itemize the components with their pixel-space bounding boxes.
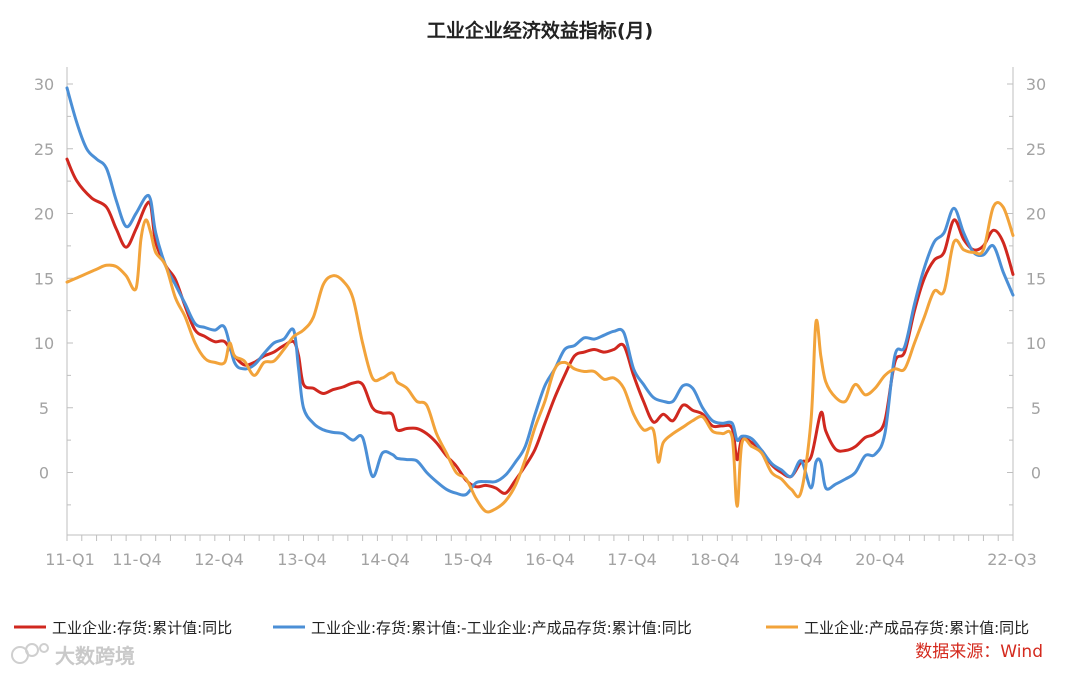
x-tick-label: 16-Q4 (525, 550, 575, 569)
series-line-2 (65, 86, 1015, 497)
y-tick-label-right: 20 (1026, 205, 1046, 224)
series-lines (65, 86, 1015, 514)
y-tick-label-left: 25 (34, 140, 54, 159)
watermark: 大数跨境 (11, 643, 135, 668)
legend: 工业企业:存货:累计值:同比 工业企业:存货:累计值:-工业企业:产成品存货:累计… (14, 619, 1029, 637)
y-tick-label-right: 15 (1026, 269, 1046, 288)
series-line-1 (65, 157, 1015, 495)
x-tick-label: 14-Q4 (360, 550, 410, 569)
x-tick-label: 19-Q4 (773, 550, 823, 569)
watermark-text: 大数跨境 (55, 644, 135, 668)
x-tick-label: 17-Q4 (607, 550, 657, 569)
x-tick-label: 11-Q4 (112, 550, 162, 569)
y-tick-label-left: 20 (34, 205, 54, 224)
y-tick-label-right: 10 (1026, 334, 1046, 353)
y-tick-label-left: 30 (34, 75, 54, 94)
x-tick-label: 13-Q4 (277, 550, 327, 569)
x-tick-label: 20-Q4 (855, 550, 905, 569)
watermark-logo-icon (11, 643, 49, 664)
y-tick-label-right: 0 (1031, 464, 1041, 483)
y-tick-label-right: 30 (1026, 75, 1046, 94)
legend-label-1: 工业企业:存货:累计值:同比 (52, 619, 232, 637)
x-tick-label: 11-Q1 (45, 550, 95, 569)
x-tick-label: 18-Q4 (690, 550, 740, 569)
x-tick-label: 15-Q4 (443, 550, 493, 569)
y-tick-label-left: 10 (34, 334, 54, 353)
axes: 0 0 5 5 10 10 15 15 20 20 25 25 30 30 11-Q1 11-Q4 12-Q4 1… (34, 67, 1046, 569)
source-label: 数据来源：Wind (915, 642, 1043, 662)
x-tick-label: 12-Q4 (194, 550, 244, 569)
legend-label-3: 工业企业:产成品存货:累计值:同比 (804, 619, 1029, 637)
chart-title: 工业企业经济效益指标(月) (427, 19, 653, 42)
series-line-3 (65, 201, 1015, 514)
y-tick-label-right: 5 (1031, 399, 1041, 418)
y-tick-label-right: 25 (1026, 140, 1046, 159)
y-tick-label-left: 15 (34, 269, 54, 288)
y-tick-label-left: 5 (39, 399, 49, 418)
x-tick-label: 22-Q3 (987, 550, 1037, 569)
y-tick-label-left: 0 (39, 464, 49, 483)
legend-label-2: 工业企业:存货:累计值:-工业企业:产成品存货:累计值:同比 (311, 619, 692, 637)
